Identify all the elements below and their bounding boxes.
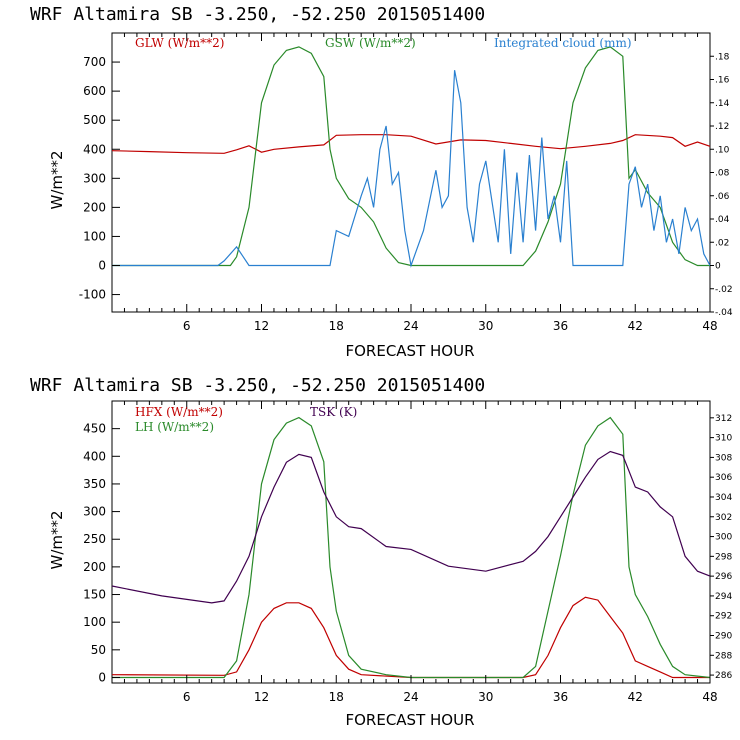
bottom-legend-tsk: TSK (K) xyxy=(310,405,357,419)
y2-tick-label: 300 xyxy=(715,533,732,543)
x-tick-label: 42 xyxy=(628,690,643,704)
y2-tick-label: 310 xyxy=(715,434,732,444)
x-tick-label: 12 xyxy=(254,690,269,704)
top-panel: WRF Altamira SB -3.250, -52.250 20150514… xyxy=(30,4,733,360)
y-tick-label: 50 xyxy=(91,643,106,657)
y-tick-label: 450 xyxy=(83,422,106,436)
bottom-legend-lh: LH (W/m**2) xyxy=(135,420,214,434)
y2-tick-label: .08 xyxy=(715,169,730,179)
y-tick-label: 600 xyxy=(83,84,106,98)
y2-tick-label: .12 xyxy=(715,122,729,132)
y-tick-label: 100 xyxy=(83,229,106,243)
bottom-x-axis-label: FORECAST HOUR xyxy=(345,711,474,729)
y-tick-label: 400 xyxy=(83,142,106,156)
x-tick-label: 6 xyxy=(183,690,191,704)
y2-tick-label: 290 xyxy=(715,632,732,642)
bottom-y-ticks: 0 50 100 150 200 250 300 350 400 450 xyxy=(83,422,120,684)
x-tick-label: 18 xyxy=(329,690,344,704)
series-line-gsw xyxy=(112,46,710,267)
y-tick-label: 300 xyxy=(83,505,106,519)
top-y-axis-label: W/m**2 xyxy=(48,150,66,209)
x-tick-label: 30 xyxy=(478,319,493,333)
y2-tick-label: .16 xyxy=(715,76,730,86)
bottom-plot-frame xyxy=(111,400,711,684)
y2-tick-label: 306 xyxy=(715,473,732,483)
x-tick-label: 48 xyxy=(702,319,717,333)
x-tick-label: 36 xyxy=(553,319,568,333)
y2-tick-label: .10 xyxy=(715,145,730,155)
y2-tick-label: -.04 xyxy=(715,308,733,318)
y2-tick-label: 288 xyxy=(715,651,732,661)
x-tick-label: 48 xyxy=(702,690,717,704)
x-tick-label: 42 xyxy=(628,319,643,333)
top-y-ticks: -100 0 100 200 300 400 500 600 700 xyxy=(79,55,120,302)
bottom-series-group xyxy=(111,416,711,679)
y-tick-label: 100 xyxy=(83,615,106,629)
series-line-lh xyxy=(112,416,711,679)
bottom-panel: WRF Altamira SB -3.250, -52.250 20150514… xyxy=(30,375,732,729)
y2-tick-label: 0 xyxy=(715,262,721,272)
x-tick-label: 24 xyxy=(403,690,418,704)
y2-tick-label: .06 xyxy=(715,192,730,202)
x-tick-label: 12 xyxy=(254,319,269,333)
y-tick-label: 0 xyxy=(98,259,106,273)
y2-tick-label: 304 xyxy=(715,493,732,503)
y-tick-label: 200 xyxy=(83,200,106,214)
y-tick-label: 0 xyxy=(98,670,106,684)
series-line-hfx xyxy=(111,596,710,679)
y-tick-label: -100 xyxy=(79,288,106,302)
y2-tick-label: 296 xyxy=(715,572,732,582)
top-plot-frame xyxy=(111,32,711,313)
x-tick-label: 30 xyxy=(478,690,493,704)
top-legend-gsw: GSW (W/m**2) xyxy=(325,36,416,50)
y-tick-label: 300 xyxy=(83,171,106,185)
y2-tick-label: 302 xyxy=(715,513,732,523)
y-tick-label: 400 xyxy=(83,449,106,463)
top-chart-title: WRF Altamira SB -3.250, -52.250 20150514… xyxy=(30,4,485,25)
y2-tick-label: 308 xyxy=(715,453,732,463)
y-tick-label: 250 xyxy=(83,532,106,546)
y-tick-label: 150 xyxy=(83,588,106,602)
top-series-group xyxy=(111,46,711,268)
x-tick-label: 18 xyxy=(329,319,344,333)
series-line-tsk xyxy=(111,450,711,604)
y2-tick-label: 286 xyxy=(715,671,732,681)
bottom-chart-title: WRF Altamira SB -3.250, -52.250 20150514… xyxy=(30,375,485,396)
top-legend-glw: GLW (W/m**2) xyxy=(135,36,224,50)
y2-tick-label: .18 xyxy=(715,52,730,62)
series-line-integrated xyxy=(112,70,711,268)
y2-tick-label: 312 xyxy=(715,414,732,424)
y2-tick-label: .04 xyxy=(715,215,730,225)
y2-tick-label: .02 xyxy=(715,238,729,248)
top-x-ticks: 6 12 18 24 30 36 42 48 xyxy=(111,33,718,333)
bottom-y-axis-label: W/m**2 xyxy=(48,510,66,569)
top-x-axis-label: FORECAST HOUR xyxy=(345,342,474,360)
top-y2-ticks: -.04 -.02 0 .02 .04 .06 .08 .10 .12 .14 .16 .18 xyxy=(710,52,733,318)
top-legend-cloud: Integrated cloud (mm) xyxy=(494,36,632,50)
y-tick-label: 200 xyxy=(83,560,106,574)
y-tick-label: 700 xyxy=(83,55,106,69)
x-tick-label: 24 xyxy=(403,319,418,333)
y2-tick-label: 298 xyxy=(715,552,732,562)
y2-tick-label: 292 xyxy=(715,612,732,622)
x-tick-label: 6 xyxy=(183,319,191,333)
x-tick-label: 36 xyxy=(553,690,568,704)
y2-tick-label: 294 xyxy=(715,592,732,602)
y2-tick-label: .14 xyxy=(715,99,730,109)
bottom-y2-ticks: 286 288 290 292 294 296 298 300 302 304 306 308 310 3… xyxy=(710,414,732,681)
series-line-glw xyxy=(111,134,711,154)
y-tick-label: 350 xyxy=(83,477,106,491)
bottom-legend-hfx: HFX (W/m**2) xyxy=(135,405,223,419)
bottom-x-ticks: 6 12 18 24 30 36 42 48 xyxy=(111,401,718,704)
y-tick-label: 500 xyxy=(83,113,106,127)
y2-tick-label: -.02 xyxy=(715,285,733,295)
